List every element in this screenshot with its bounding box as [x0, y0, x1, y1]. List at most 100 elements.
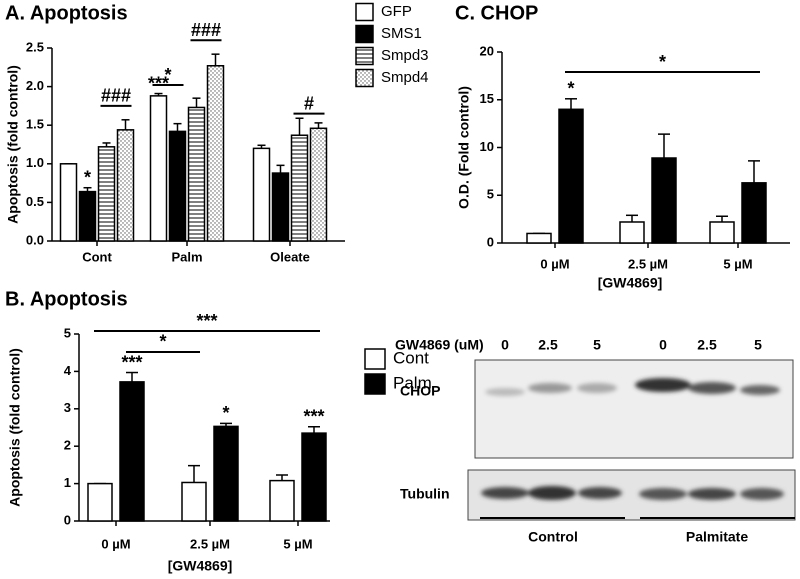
y-tick-label: 0.0	[26, 232, 44, 247]
bar	[619, 221, 645, 244]
blot: GW4869 (uM) 0 2.5 5 0 2.5 5 CHOP Tubulin…	[395, 337, 796, 545]
x-axis-label: [GW4869]	[598, 275, 663, 291]
y-tick-label: 5	[487, 187, 494, 202]
y-tick-label: 2.5	[26, 39, 44, 54]
x-tick-label: Palm	[171, 249, 202, 264]
y-axis-label: Apoptosis (fold control)	[7, 348, 23, 507]
significance: ***	[148, 73, 169, 93]
legend-swatch	[355, 2, 374, 22]
significance: ***	[303, 407, 324, 427]
bar	[271, 172, 290, 242]
lane-label: 0	[501, 337, 509, 353]
bands	[481, 378, 784, 500]
bar	[149, 95, 168, 242]
lane-label: 5	[754, 337, 762, 353]
bar	[741, 182, 767, 244]
significance: *	[567, 79, 574, 99]
legend-label: GFP	[381, 3, 412, 20]
legend-swatch	[355, 46, 374, 66]
y-tick-label: 1.0	[26, 155, 44, 170]
bar	[168, 130, 187, 242]
significance: ***	[121, 352, 142, 372]
bar	[526, 232, 552, 244]
bar	[116, 129, 135, 242]
x-tick-label: 5 µM	[723, 256, 752, 271]
y-tick-label: 15	[480, 91, 494, 106]
group-label: Palmitate	[686, 529, 748, 545]
y-axis-label: O.D. (Fold control)	[456, 86, 472, 209]
y-tick-label: 4	[64, 363, 72, 378]
x-tick-label: Oleate	[270, 249, 310, 264]
y-axis-label: Apoptosis (fold control)	[5, 65, 21, 224]
bar	[301, 432, 327, 522]
lane-label: 2.5	[538, 337, 558, 353]
bar	[97, 146, 116, 242]
bar	[181, 481, 207, 522]
y-tick-label: 2.0	[26, 78, 44, 93]
chart: C. CHOP O.D. (Fold control) [GW4869] 0 5 10 15…	[455, 2, 790, 291]
legend-swatch	[364, 348, 386, 370]
blot-panel	[474, 359, 794, 459]
bar	[709, 221, 735, 244]
legend-swatch	[355, 68, 374, 88]
row-label: CHOP	[400, 383, 440, 399]
bar	[87, 482, 113, 522]
x-tick-label: 0 µM	[101, 536, 130, 551]
legend-label: Smpd3	[381, 47, 429, 64]
legend-swatch	[364, 373, 386, 395]
y-tick-label: 0	[487, 234, 494, 249]
significance: *	[222, 403, 229, 423]
significance: *	[164, 65, 171, 85]
x-axis-label: [GW4869]	[168, 558, 233, 574]
y-tick-label: 0.5	[26, 194, 44, 209]
significance: ###	[101, 86, 131, 106]
significance: *	[84, 167, 91, 187]
x-tick-label: 2.5 µM	[628, 256, 668, 271]
bar	[558, 108, 584, 244]
blot-header: GW4869 (uM)	[395, 337, 484, 353]
bar	[269, 479, 295, 522]
y-tick-label: 20	[480, 43, 494, 58]
bar	[651, 157, 677, 244]
bar	[309, 127, 328, 242]
y-tick-label: 1.5	[26, 117, 44, 132]
bar	[187, 106, 206, 242]
y-tick-label: 10	[480, 139, 494, 154]
significance: ###	[191, 20, 221, 40]
legend-label: Smpd4	[381, 69, 429, 86]
x-tick-label: 5 µM	[283, 536, 312, 551]
chart-title: C. CHOP	[455, 2, 538, 24]
legend-swatch	[355, 24, 374, 44]
bar	[290, 134, 309, 242]
row-label: Tubulin	[400, 486, 450, 502]
lane-label: 5	[593, 337, 601, 353]
y-tick-label: 1	[64, 475, 71, 490]
y-tick-label: 5	[64, 325, 71, 340]
bar	[59, 163, 78, 242]
chart: A. Apoptosis Apoptosis (fold control) 0.0 0…	[5, 2, 429, 264]
bar	[213, 425, 239, 522]
x-tick-label: 0 µM	[540, 256, 569, 271]
y-tick-label: 0	[64, 512, 71, 527]
bar	[119, 381, 145, 522]
x-tick-label: Cont	[82, 249, 112, 264]
lane-label: 2.5	[697, 337, 717, 353]
significance: #	[304, 93, 314, 113]
chart-title: B. Apoptosis	[5, 288, 128, 310]
bar	[78, 190, 97, 242]
legend-label: SMS1	[381, 25, 422, 42]
legend-label: Palm	[393, 373, 432, 392]
chart: B. Apoptosis Apoptosis (fold control) [GW4…	[5, 288, 432, 573]
x-tick-label: 2.5 µM	[190, 536, 230, 551]
chart-title: A. Apoptosis	[5, 2, 128, 24]
y-tick-label: 2	[64, 438, 71, 453]
bar	[206, 65, 225, 242]
group-label: Control	[528, 529, 578, 545]
lane-label: 0	[659, 337, 667, 353]
significance: *	[159, 332, 166, 352]
significance: *	[659, 52, 666, 72]
bar	[252, 147, 271, 242]
legend-label: Cont	[393, 348, 429, 367]
significance: ***	[196, 311, 217, 331]
